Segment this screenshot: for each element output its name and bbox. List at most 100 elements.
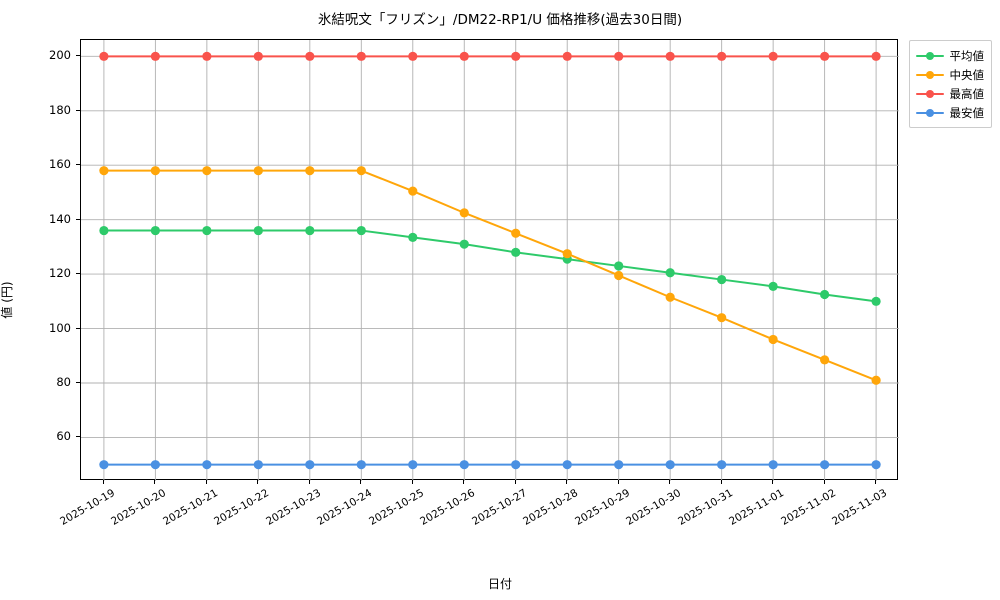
chart-legend: 平均値中央値 最高値最安値 — [908, 40, 992, 128]
legend-label: 最安値 — [949, 105, 985, 120]
data-point-marker — [614, 51, 624, 61]
x-tick-label: 2025-10-24 — [315, 487, 375, 528]
x-tick-mark — [308, 480, 310, 484]
series-line — [102, 169, 878, 382]
data-point-marker — [150, 166, 160, 176]
data-point-marker — [305, 51, 315, 61]
legend-marker-icon — [915, 50, 944, 62]
data-point-marker — [511, 460, 521, 470]
data-point-marker — [562, 249, 572, 259]
data-point-marker — [253, 51, 263, 61]
legend-item[interactable]: 中央値 — [915, 65, 984, 84]
y-axis-label: 値 (円) — [0, 281, 14, 319]
data-point-marker — [253, 166, 263, 176]
x-tick-label: 2025-11-03 — [830, 487, 890, 528]
data-point-marker — [305, 225, 315, 236]
data-point-marker — [356, 166, 366, 176]
x-tick-label: 2025-10-31 — [675, 487, 735, 528]
x-tick-mark — [411, 480, 413, 484]
y-tick-mark — [76, 55, 80, 57]
y-tick-mark — [76, 436, 80, 438]
x-tick-mark — [360, 480, 362, 484]
x-tick-label: 2025-10-23 — [263, 487, 323, 528]
y-tick-mark — [76, 218, 80, 220]
data-point-marker — [459, 239, 469, 249]
data-point-marker — [511, 51, 521, 61]
plot-area — [80, 39, 899, 481]
y-tick-label: 160 — [49, 157, 71, 172]
data-point-marker — [665, 268, 675, 278]
data-point-marker — [717, 51, 727, 61]
data-point-marker — [665, 460, 675, 470]
y-tick-label: 140 — [49, 211, 71, 226]
x-tick-label: 2025-10-27 — [469, 487, 529, 528]
data-point-marker — [768, 51, 778, 61]
x-tick-label: 2025-11-01 — [727, 487, 787, 528]
chart-title: 氷結呪文「フリズン」/DM22-RP1/U 価格推移(過去30日間) — [317, 12, 683, 28]
x-tick-mark — [669, 480, 671, 484]
x-tick-mark — [617, 480, 619, 484]
legend-marker-icon — [915, 88, 944, 100]
data-point-marker — [202, 460, 212, 470]
data-point-marker — [717, 313, 727, 323]
x-tick-label: 2025-10-25 — [366, 487, 426, 528]
x-tick-mark — [772, 480, 774, 484]
data-point-marker — [253, 460, 263, 470]
y-tick-label: 60 — [56, 429, 71, 444]
data-point-marker — [356, 225, 366, 236]
data-point-marker — [511, 228, 521, 238]
y-tick-label: 200 — [49, 48, 71, 63]
data-point-marker — [717, 460, 727, 470]
x-tick-mark — [823, 480, 825, 484]
data-point-marker — [99, 166, 109, 176]
data-point-marker — [820, 289, 830, 300]
x-tick-label: 2025-10-30 — [624, 487, 684, 528]
data-point-marker — [150, 225, 160, 236]
data-point-marker — [99, 51, 109, 61]
legend-item[interactable]: 最安値 — [915, 103, 985, 122]
y-tick-label: 100 — [49, 320, 71, 335]
y-tick-mark — [76, 382, 80, 383]
data-point-marker — [99, 460, 109, 470]
data-point-marker — [871, 51, 881, 61]
y-tick-label: 180 — [49, 102, 71, 117]
data-point-marker — [562, 51, 572, 61]
data-point-marker — [150, 51, 160, 61]
data-point-marker — [459, 460, 469, 470]
x-tick-mark — [257, 480, 259, 484]
y-tick-mark — [76, 273, 80, 275]
x-tick-mark — [205, 480, 207, 484]
x-tick-mark — [875, 480, 877, 484]
data-point-marker — [768, 460, 778, 470]
data-point-marker — [768, 334, 778, 345]
x-tick-label: 2025-10-19 — [58, 487, 117, 528]
x-tick-label: 2025-10-29 — [572, 487, 632, 528]
data-point-marker — [356, 460, 366, 470]
x-tick-mark — [102, 480, 104, 484]
data-point-marker — [562, 460, 572, 470]
x-tick-mark — [720, 480, 722, 484]
data-point-marker — [871, 296, 881, 306]
x-tick-mark — [154, 480, 156, 484]
y-tick-label: 120 — [49, 266, 71, 281]
x-tick-label: 2025-10-20 — [109, 487, 169, 528]
x-tick-label: 2025-10-21 — [161, 487, 220, 528]
data-point-marker — [768, 281, 778, 291]
y-tick-label: 80 — [56, 375, 71, 389]
x-axis-label: 日付 — [487, 577, 512, 591]
y-tick-mark — [76, 164, 80, 166]
legend-item[interactable]: 最高値 — [915, 84, 984, 103]
legend-label: 平均値 — [949, 48, 985, 63]
x-tick-mark — [463, 480, 465, 484]
data-point-marker — [459, 51, 469, 61]
legend-item[interactable]: 平均値 — [915, 46, 985, 65]
data-point-marker — [614, 460, 624, 470]
x-tick-label: 2025-10-26 — [418, 487, 478, 528]
data-point-marker — [871, 375, 881, 385]
data-point-marker — [408, 232, 418, 242]
data-point-marker — [99, 225, 109, 236]
data-point-marker — [356, 51, 366, 61]
data-point-marker — [717, 274, 727, 285]
x-tick-mark — [566, 480, 568, 484]
data-point-marker — [665, 51, 675, 61]
